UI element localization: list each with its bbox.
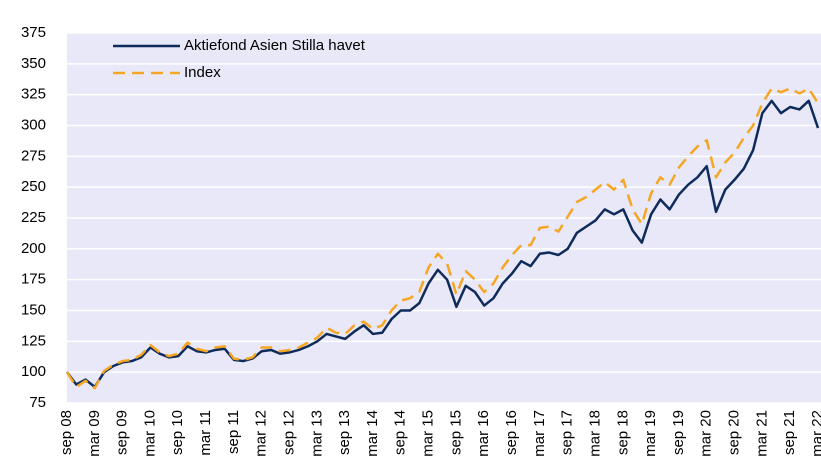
y-tick-label: 125 — [21, 332, 46, 349]
x-tick-label: sep 14 — [392, 410, 409, 455]
x-tick-label: mar 18 — [586, 410, 603, 457]
x-tick-label: sep 18 — [614, 410, 631, 455]
x-tick-label: sep 11 — [225, 410, 242, 454]
series-line — [65, 87, 820, 390]
x-tick-label: mar 09 — [86, 410, 103, 457]
x-tick-label: mar 16 — [475, 410, 492, 457]
legend-label: Aktiefond Asien Stilla havet — [184, 37, 366, 54]
x-tick-label: mar 15 — [420, 410, 437, 457]
y-tick-label: 150 — [21, 301, 46, 318]
x-tick-label: sep 12 — [280, 410, 297, 455]
x-tick-label: mar 21 — [753, 410, 770, 457]
y-tick-label: 275 — [21, 147, 46, 164]
x-tick-label: sep 13 — [336, 410, 353, 455]
x-tick-label: mar 11 — [197, 410, 214, 456]
x-tick-label: sep 15 — [447, 410, 464, 455]
x-tick-label: sep 10 — [169, 410, 186, 455]
series-line — [66, 99, 820, 389]
y-tick-label: 300 — [21, 116, 46, 133]
y-tick-label: 350 — [21, 55, 46, 72]
x-tick-label: sep 21 — [781, 410, 798, 455]
x-tick-label: sep 08 — [58, 410, 75, 455]
x-tick-label: mar 22 — [809, 410, 821, 457]
y-tick-label: 250 — [21, 178, 46, 195]
x-tick-label: sep 16 — [503, 410, 520, 455]
legend-label: Index — [184, 64, 221, 81]
y-tick-label: 325 — [21, 86, 46, 103]
y-tick-label: 375 — [21, 24, 46, 41]
y-tick-label: 200 — [21, 240, 46, 257]
y-tick-label: 225 — [21, 209, 46, 226]
x-tick-label: mar 17 — [531, 410, 548, 457]
x-tick-label: mar 19 — [642, 410, 659, 457]
y-tick-label: 100 — [21, 363, 46, 380]
y-tick-label: 175 — [21, 271, 46, 288]
x-tick-label: mar 13 — [308, 410, 325, 457]
y-tick-label: 75 — [29, 394, 46, 411]
x-tick-label: mar 20 — [698, 410, 715, 457]
x-tick-label: sep 19 — [670, 410, 687, 455]
x-tick-label: mar 14 — [364, 410, 381, 457]
x-tick-label: sep 20 — [726, 410, 743, 455]
x-tick-label: sep 17 — [559, 410, 576, 455]
x-tick-label: mar 10 — [141, 410, 158, 457]
x-tick-label: sep 09 — [114, 410, 131, 455]
x-tick-label: mar 12 — [253, 410, 270, 457]
